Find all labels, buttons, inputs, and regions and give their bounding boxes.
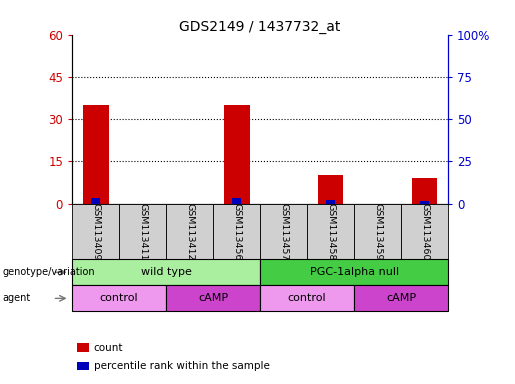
Text: GSM113460: GSM113460 — [420, 203, 429, 260]
Text: GSM113409: GSM113409 — [91, 203, 100, 260]
Text: cAMP: cAMP — [198, 293, 228, 303]
Bar — [83, 105, 109, 204]
Text: genotype/variation: genotype/variation — [3, 267, 95, 277]
Bar — [91, 199, 100, 204]
Text: PGC-1alpha null: PGC-1alpha null — [310, 267, 399, 277]
Text: cAMP: cAMP — [386, 293, 416, 303]
Bar — [411, 178, 437, 204]
Bar — [232, 199, 241, 204]
Text: GSM113457: GSM113457 — [279, 203, 288, 260]
Text: GSM113412: GSM113412 — [185, 203, 194, 260]
Text: GSM113458: GSM113458 — [326, 203, 335, 260]
Text: count: count — [94, 343, 123, 353]
Text: agent: agent — [3, 293, 31, 303]
Text: control: control — [100, 293, 139, 303]
Text: GSM113456: GSM113456 — [232, 203, 241, 260]
Text: GSM113459: GSM113459 — [373, 203, 382, 260]
Bar — [318, 175, 344, 204]
Text: wild type: wild type — [141, 267, 192, 277]
Title: GDS2149 / 1437732_at: GDS2149 / 1437732_at — [179, 20, 341, 33]
Text: GSM113411: GSM113411 — [138, 203, 147, 260]
Bar — [326, 200, 335, 204]
Bar — [420, 201, 429, 204]
Text: percentile rank within the sample: percentile rank within the sample — [94, 361, 270, 371]
Text: control: control — [288, 293, 327, 303]
Bar — [224, 105, 249, 204]
